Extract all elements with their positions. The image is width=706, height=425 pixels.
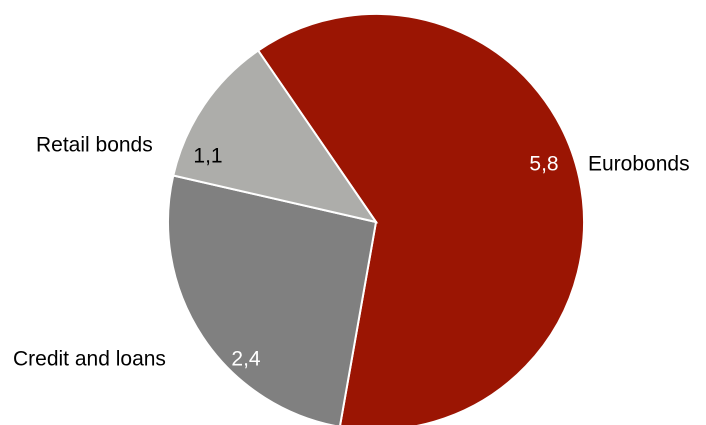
category-label-credit-and-loans: Credit and loans [13, 348, 166, 371]
pie-slice-credit-and-loans [167, 174, 378, 425]
category-label-retail-bonds: Retail bonds [36, 134, 153, 157]
pie-slices [167, 13, 585, 425]
value-label-retail-bonds: 1,1 [193, 145, 222, 168]
value-label-credit-and-loans: 2,4 [231, 348, 261, 371]
value-labels: 5,8 2,4 1,1 [193, 145, 558, 371]
value-label-eurobonds: 5,8 [529, 153, 558, 176]
pie-slice-retail-bonds [172, 49, 379, 224]
category-labels: Eurobonds Credit and loans Retail bonds [13, 134, 690, 371]
category-label-eurobonds: Eurobonds [588, 153, 690, 176]
pie-slice-eurobonds [256, 13, 585, 425]
